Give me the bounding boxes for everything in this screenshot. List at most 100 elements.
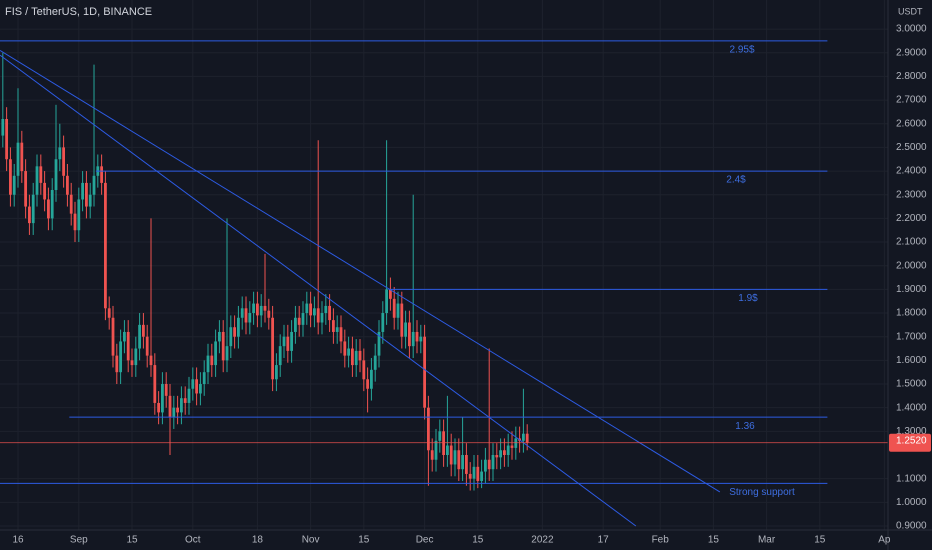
candle-body	[142, 324, 145, 337]
candle-body	[134, 348, 138, 366]
x-tick-label: Nov	[302, 535, 320, 546]
x-tick-label: 15	[708, 535, 720, 546]
candle-body	[396, 303, 400, 318]
candle-body	[301, 313, 305, 325]
candle-body	[176, 407, 180, 413]
candle-body	[145, 336, 149, 356]
candle-body	[499, 450, 502, 458]
candle-body	[12, 175, 16, 195]
candle-body	[161, 384, 164, 413]
y-tick-label: 2.3000	[896, 189, 927, 200]
last-price-label: 1.2520	[896, 435, 927, 446]
candle-body	[252, 303, 256, 314]
chart-title: FIS / TetherUS, 1D, BINANCE	[5, 6, 152, 18]
candle-body	[377, 331, 381, 356]
candle-body	[335, 327, 339, 332]
x-tick-label: Sep	[70, 535, 88, 546]
candle-body	[525, 433, 529, 443]
trend-line	[0, 54, 637, 527]
y-tick-label: 1.1000	[896, 473, 927, 484]
candle-body	[290, 331, 294, 351]
candle-body	[343, 341, 347, 356]
candle-body	[354, 350, 358, 366]
y-tick-label: 2.7000	[896, 95, 927, 106]
candle-body	[199, 384, 202, 394]
candle-body	[85, 182, 88, 207]
candle-body	[514, 438, 518, 448]
candle-body	[43, 182, 47, 200]
x-tick-label: 15	[358, 535, 370, 546]
candle-body	[282, 336, 286, 347]
candle-body	[153, 365, 157, 403]
candle-body	[309, 303, 313, 316]
candle-body	[107, 308, 111, 318]
y-tick-label: 2.4000	[896, 166, 927, 177]
candle-body	[332, 320, 335, 332]
candle-body	[62, 147, 66, 176]
candle-body	[229, 327, 233, 347]
candle-body	[442, 431, 446, 455]
candle-body	[9, 159, 12, 195]
y-tick-label: 2.5000	[896, 142, 927, 153]
y-tick-label: 1.7000	[896, 331, 927, 342]
candle-body	[347, 348, 351, 356]
candle-body	[449, 445, 453, 465]
candle-body	[351, 348, 354, 366]
candle-body	[271, 317, 275, 380]
candle-body	[275, 365, 278, 380]
y-tick-label: 0.9000	[896, 521, 927, 532]
candle-body	[233, 327, 237, 337]
candle-body	[373, 355, 377, 370]
trend-line	[0, 49, 721, 493]
x-tick-label: Dec	[416, 535, 434, 546]
candle-body	[468, 473, 472, 479]
candle-body	[149, 355, 153, 366]
candle-body	[244, 308, 248, 323]
candle-body	[28, 206, 31, 224]
y-tick-label: 2.0000	[896, 260, 927, 271]
candle-body	[320, 313, 324, 323]
candle-body	[510, 445, 514, 448]
x-tick-label: 2022	[531, 535, 554, 546]
x-tick-label: Ap	[878, 535, 891, 546]
candle-body	[221, 331, 225, 361]
candle-body	[180, 398, 183, 413]
x-tick-label: 18	[252, 535, 264, 546]
candle-body	[69, 194, 73, 214]
candle-body	[115, 355, 119, 373]
candle-body	[1, 119, 5, 136]
candle-body	[187, 388, 191, 403]
candle-body	[453, 450, 457, 465]
candle-body	[259, 305, 263, 316]
x-tick-label: 15	[814, 535, 826, 546]
candle-body	[54, 159, 58, 190]
candle-body	[16, 142, 20, 176]
candle-body	[164, 384, 168, 396]
candle-body	[39, 166, 43, 183]
candle-body	[88, 194, 92, 207]
candle-body	[495, 454, 499, 458]
candle-body	[20, 142, 24, 172]
candle-body	[24, 171, 28, 207]
candle-body	[5, 119, 9, 160]
x-tick-label: 17	[598, 535, 610, 546]
candle-body	[225, 346, 229, 361]
candle-body	[423, 336, 427, 408]
candle-body	[218, 331, 221, 342]
candle-body	[214, 341, 218, 366]
candle-body	[404, 322, 408, 337]
candle-body	[58, 147, 62, 160]
x-tick-label: 16	[12, 535, 24, 546]
y-tick-label: 1.8000	[896, 308, 927, 319]
y-tick-label: 2.2000	[896, 213, 927, 224]
candle-body	[126, 331, 130, 361]
level-label: 1.36	[735, 421, 755, 432]
candle-body	[130, 360, 134, 366]
candle-body	[138, 324, 142, 349]
candle-body	[521, 433, 525, 441]
level-label: 1.9$	[738, 293, 758, 304]
candle-body	[316, 308, 320, 323]
y-tick-label: 2.1000	[896, 237, 927, 248]
candle-body	[400, 303, 404, 337]
candle-body	[419, 336, 423, 342]
